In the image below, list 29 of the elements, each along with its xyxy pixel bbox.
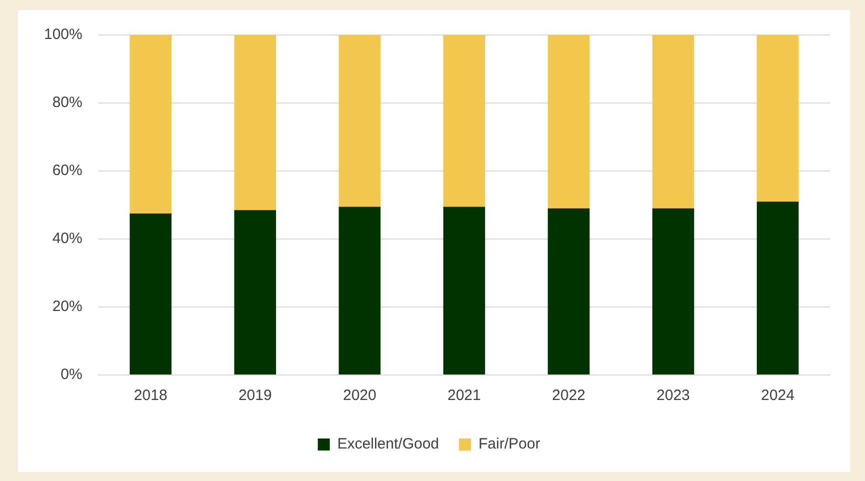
bar <box>234 35 276 210</box>
bar <box>338 206 381 374</box>
bar <box>652 208 694 374</box>
y-tick-label: 100% <box>44 26 82 44</box>
bar <box>443 35 486 207</box>
x-tick-label: 2021 <box>447 387 481 404</box>
bar <box>756 35 799 202</box>
bar <box>548 35 590 208</box>
legend-label: Excellent/Good <box>337 436 440 453</box>
x-tick-label: 2020 <box>342 387 376 404</box>
y-tick-label: 80% <box>52 94 82 112</box>
bar <box>443 206 486 374</box>
bar <box>130 35 172 214</box>
y-tick-label: 0% <box>60 366 82 384</box>
bar <box>756 202 799 374</box>
y-tick-label: 40% <box>52 230 82 248</box>
y-tick-label: 20% <box>52 298 82 316</box>
legend-label: Fair/Poor <box>478 436 540 453</box>
bar <box>548 208 590 374</box>
bar <box>338 35 381 207</box>
x-tick-label: 2023 <box>656 387 690 404</box>
x-tick-label: 2018 <box>134 387 168 404</box>
x-tick-label: 2024 <box>761 387 794 404</box>
x-tick-label: 2019 <box>238 387 272 404</box>
bar <box>130 214 172 374</box>
x-tick-label: 2022 <box>552 387 586 404</box>
y-tick-label: 60% <box>52 162 82 180</box>
bar <box>652 35 694 208</box>
bar <box>234 210 276 374</box>
